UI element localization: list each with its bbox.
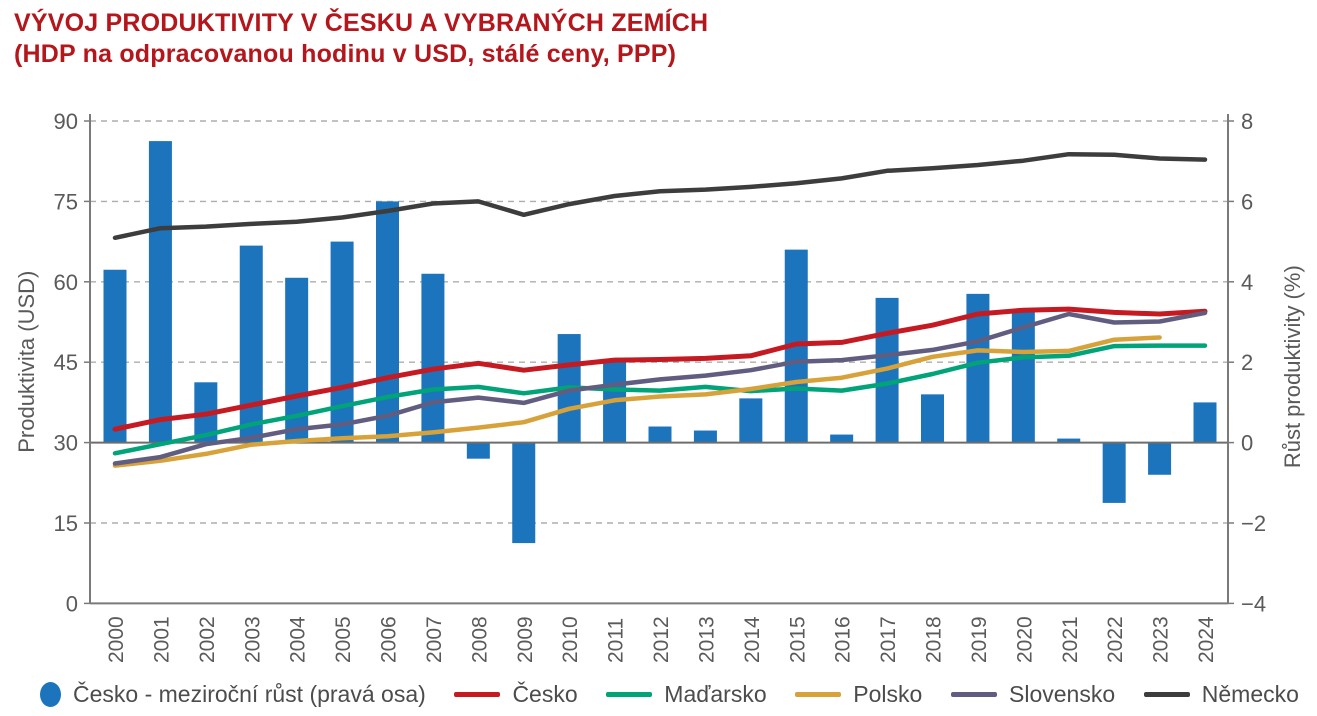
legend-item-2: Maďarsko	[606, 681, 767, 708]
left-tick-label-90: 90	[54, 109, 78, 134]
right-tick-label-8: 8	[1241, 109, 1253, 134]
legend-item-4: Slovensko	[951, 681, 1115, 708]
chart-title: VÝVOJ PRODUKTIVITY V ČESKU A VYBRANÝCH Z…	[14, 8, 708, 69]
bar-2005	[330, 241, 354, 443]
bar-2021	[1057, 438, 1081, 443]
year-label-2015: 2015	[786, 616, 809, 663]
legend-line-marker	[1143, 692, 1190, 697]
left-tick-label-60: 60	[54, 270, 78, 295]
plot-frame	[89, 114, 1229, 605]
legend-item-1: Česko	[454, 681, 578, 708]
bar-2008	[466, 442, 490, 459]
year-label-2019: 2019	[968, 616, 991, 663]
right-tick-label-6: 6	[1241, 189, 1253, 214]
legend-line-marker	[606, 692, 653, 697]
left-tick-label-45: 45	[54, 350, 78, 375]
legend-label: Německo	[1201, 681, 1299, 707]
right-tick-label--2: −2	[1241, 511, 1266, 536]
bar-2019	[966, 293, 990, 443]
right-tick-label--4: −4	[1241, 591, 1266, 616]
right-tick-label-4: 4	[1241, 270, 1253, 295]
bar-2018	[921, 394, 944, 443]
line-německo	[112, 151, 1208, 241]
bar-2006	[376, 201, 399, 443]
legend-label: Maďarsko	[664, 681, 767, 707]
x-axis-labels: 2000 2001 2002 2003 2004 2005 2006 2007 2008 2009…	[105, 616, 1218, 663]
year-label-2008: 2008	[468, 616, 491, 663]
bar-2023	[1148, 442, 1172, 475]
bar-2001	[148, 141, 172, 443]
year-label-2004: 2004	[287, 616, 310, 663]
year-label-2016: 2016	[832, 616, 855, 663]
bar-2012	[648, 426, 672, 443]
legend-item-5: Německo	[1143, 681, 1299, 708]
year-label-2023: 2023	[1150, 616, 1173, 663]
year-label-2024: 2024	[1195, 616, 1218, 663]
year-label-2017: 2017	[877, 616, 900, 663]
left-tick-label-15: 15	[54, 511, 78, 536]
legend-item-3: Polsko	[795, 681, 922, 708]
year-label-2018: 2018	[923, 616, 946, 663]
bar-2022	[1102, 442, 1126, 503]
left-axis-title: Produktivita (USD)	[14, 271, 39, 453]
right-tick-label-0: 0	[1241, 431, 1253, 456]
legend-line-marker	[951, 692, 997, 697]
line-slovensko	[112, 310, 1208, 466]
bar-2003	[239, 245, 263, 443]
year-label-2000: 2000	[105, 616, 128, 663]
year-label-2007: 2007	[423, 616, 446, 663]
chart-legend: Česko - meziroční růst (pravá osa) Česko M…	[0, 681, 1317, 708]
legend-label: Česko - meziroční růst (pravá osa)	[73, 681, 426, 707]
line-česko	[112, 306, 1208, 432]
bar-2016	[830, 434, 854, 443]
bar-2020	[1011, 309, 1035, 443]
chart-title-line1: VÝVOJ PRODUKTIVITY V ČESKU A VYBRANÝCH Z…	[14, 9, 709, 37]
bar-2013	[693, 430, 717, 443]
left-tick-label-0: 0	[66, 591, 78, 616]
year-label-2005: 2005	[332, 616, 355, 663]
legend-dot-marker	[40, 682, 61, 707]
year-label-2010: 2010	[559, 616, 582, 663]
line-maďarsko	[112, 343, 1208, 456]
year-label-2021: 2021	[1059, 616, 1082, 663]
gridlines	[90, 120, 1228, 524]
productivity-chart: 0 15 30 45 60 75 90 −4 −2 0 2 4 6 8 2000 2001 2002 2003 20…	[14, 109, 1305, 663]
bar-2004	[285, 277, 309, 443]
legend-item-0: Česko - meziroční růst (pravá osa)	[40, 681, 426, 708]
right-axis-title: Růst produktivity (%)	[1280, 265, 1305, 468]
bar-2009	[512, 442, 536, 544]
left-tick-label-30: 30	[54, 431, 78, 456]
bar-series-cesko-mezirocni-rust	[103, 141, 1217, 544]
chart-title-line2: (HDP na odpracovanou hodinu v USD, stálé…	[14, 39, 677, 68]
left-tick-label-75: 75	[54, 189, 78, 214]
bar-2007	[421, 273, 445, 443]
year-label-2014: 2014	[741, 616, 764, 663]
year-label-2001: 2001	[150, 616, 173, 663]
legend-label: Česko	[512, 681, 578, 707]
line-polsko	[112, 335, 1162, 468]
bar-2014	[739, 398, 763, 443]
legend-line-marker	[454, 692, 501, 697]
legend-line-marker	[795, 692, 842, 697]
year-label-2013: 2013	[695, 616, 718, 663]
year-label-2009: 2009	[514, 616, 537, 663]
year-label-2022: 2022	[1104, 616, 1127, 663]
legend-label: Polsko	[853, 681, 923, 707]
right-axis-ticks: −4 −2 0 2 4 6 8	[1228, 109, 1266, 616]
year-label-2012: 2012	[650, 616, 673, 663]
year-label-2020: 2020	[1013, 616, 1036, 663]
legend-label: Slovensko	[1009, 681, 1116, 707]
bar-2000	[103, 269, 127, 443]
year-label-2003: 2003	[241, 616, 264, 663]
left-axis-ticks: 0 15 30 45 60 75 90	[54, 109, 90, 616]
year-label-2002: 2002	[196, 616, 219, 663]
right-tick-label-2: 2	[1241, 350, 1253, 375]
year-label-2011: 2011	[605, 618, 628, 663]
year-label-2006: 2006	[378, 616, 401, 663]
bar-2024	[1193, 402, 1217, 443]
